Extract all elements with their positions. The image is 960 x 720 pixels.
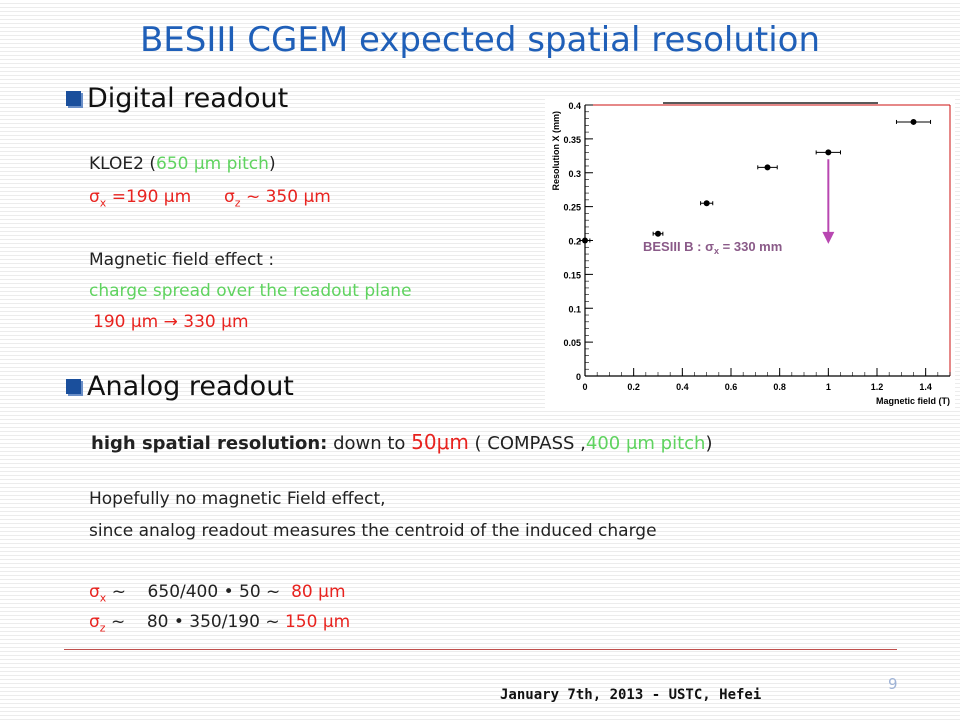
sz-result: 150 μm xyxy=(284,612,351,632)
data-point xyxy=(655,230,661,237)
resolution-change-text: 190 μm → 330 μm xyxy=(93,312,249,332)
y-tick-label: 0.1 xyxy=(568,304,581,314)
annotation-arrow-head-icon xyxy=(822,231,835,244)
x-tick-label: 0 xyxy=(582,382,587,392)
sx-sub: x xyxy=(99,591,107,605)
annotation-prefix: BESIII B : xyxy=(643,239,705,254)
compass-pitch: 400 μm pitch xyxy=(585,433,706,454)
x-axis-label: Magnetic field (T) xyxy=(876,396,950,406)
y-tick-label: 0.4 xyxy=(568,101,581,111)
sx-expression: ~ 650/400 • 50 ~ xyxy=(106,582,292,602)
digital-heading-text: Digital readout xyxy=(87,83,289,114)
digital-readout-heading: Digital readout xyxy=(66,83,288,114)
x-tick-label: 1 xyxy=(826,382,831,392)
kloe-line: KLOE2 (650 μm pitch) xyxy=(89,154,276,174)
data-point xyxy=(764,164,771,171)
analog-heading-text: Analog readout xyxy=(87,371,294,402)
sigma-z-value: ~ 350 μm xyxy=(240,187,331,207)
sigma-x-estimate: σx ~ 650/400 • 50 ~ 80 μm xyxy=(89,582,346,604)
high-resolution-line: high spatial resolution: down to 50μm ( … xyxy=(91,430,712,454)
compass-suffix: ) xyxy=(705,433,713,454)
charge-spread-text: charge spread over the readout plane xyxy=(89,281,412,301)
magnetic-field-label: Magnetic field effect : xyxy=(89,250,275,270)
slide-title: BESIII CGEM expected spatial resolution xyxy=(139,20,821,60)
annotation-suffix: = 330 mm xyxy=(719,239,782,254)
x-tick-label: 1.2 xyxy=(871,382,884,392)
sx-result: 80 μm xyxy=(291,582,346,602)
kloe-resolution-line: σx =190 μm σz ~ 350 μm xyxy=(89,187,331,209)
footer-date-location: January 7th, 2013 - USTC, Hefei xyxy=(500,687,762,703)
page-number: 9 xyxy=(888,675,898,693)
y-tick-label: 0 xyxy=(576,372,581,382)
sigma-z-symbol: σ xyxy=(224,187,235,207)
sigma-x-sub: x xyxy=(99,196,107,210)
chart-background xyxy=(545,98,955,410)
x-tick-label: 0.2 xyxy=(627,382,640,392)
hope-line-2: since analog readout measures the centro… xyxy=(89,521,657,541)
y-tick-label: 0.35 xyxy=(563,135,581,145)
sz-expression: ~ 80 • 350/190 ~ xyxy=(105,612,285,632)
kloe-prefix: KLOE2 ( xyxy=(89,154,156,174)
sigma-z-estimate: σz ~ 80 • 350/190 ~ 150 μm xyxy=(89,612,350,634)
data-point xyxy=(910,118,917,125)
compass-prefix: ( COMPASS , xyxy=(468,433,586,454)
x-tick-label: 1.4 xyxy=(919,382,932,392)
sx-symbol: σ xyxy=(89,582,100,602)
y-tick-label: 0.05 xyxy=(563,338,581,348)
data-point xyxy=(703,200,710,207)
data-point xyxy=(582,237,588,244)
x-tick-label: 0.4 xyxy=(676,382,689,392)
hsr-bold: high spatial resolution: xyxy=(91,433,328,454)
bullet-square-icon xyxy=(66,91,81,106)
x-tick-label: 0.8 xyxy=(773,382,786,392)
resolution-vs-field-chart: 0 0.05 0.1 0.15 0.2 0.25 0.3 0.35 0.4 0 0.2 0.4 0.6 0… xyxy=(545,98,955,410)
sz-sub: z xyxy=(99,621,106,635)
bullet-square-icon xyxy=(66,379,81,394)
analog-readout-heading: Analog readout xyxy=(66,371,294,402)
annotation-sigma: σ xyxy=(705,239,714,254)
sigma-x-symbol: σ xyxy=(89,187,100,207)
kloe-suffix: ) xyxy=(268,154,276,174)
sigma-x-value: =190 μm xyxy=(106,187,192,207)
y-tick-label: 0.2 xyxy=(568,237,581,247)
sigma-z-sub: z xyxy=(234,196,241,210)
divider-line xyxy=(64,649,897,650)
hope-line-1: Hopefully no magnetic Field effect, xyxy=(89,489,386,509)
kloe-pitch: 650 μm pitch xyxy=(156,154,269,174)
annotation-label: BESIII B : σx = 330 mm xyxy=(643,239,782,256)
annotation-sub: x xyxy=(714,246,719,256)
sz-symbol: σ xyxy=(89,612,100,632)
x-tick-label: 0.6 xyxy=(725,382,738,392)
y-tick-label: 0.15 xyxy=(563,270,581,280)
y-tick-label: 0.3 xyxy=(568,169,581,179)
hsr-value: 50μm xyxy=(411,430,469,454)
data-point xyxy=(825,149,832,156)
hsr-text: down to xyxy=(327,433,412,454)
y-axis-label: Resolution X (mm) xyxy=(551,111,561,191)
y-tick-label: 0.25 xyxy=(563,203,581,213)
